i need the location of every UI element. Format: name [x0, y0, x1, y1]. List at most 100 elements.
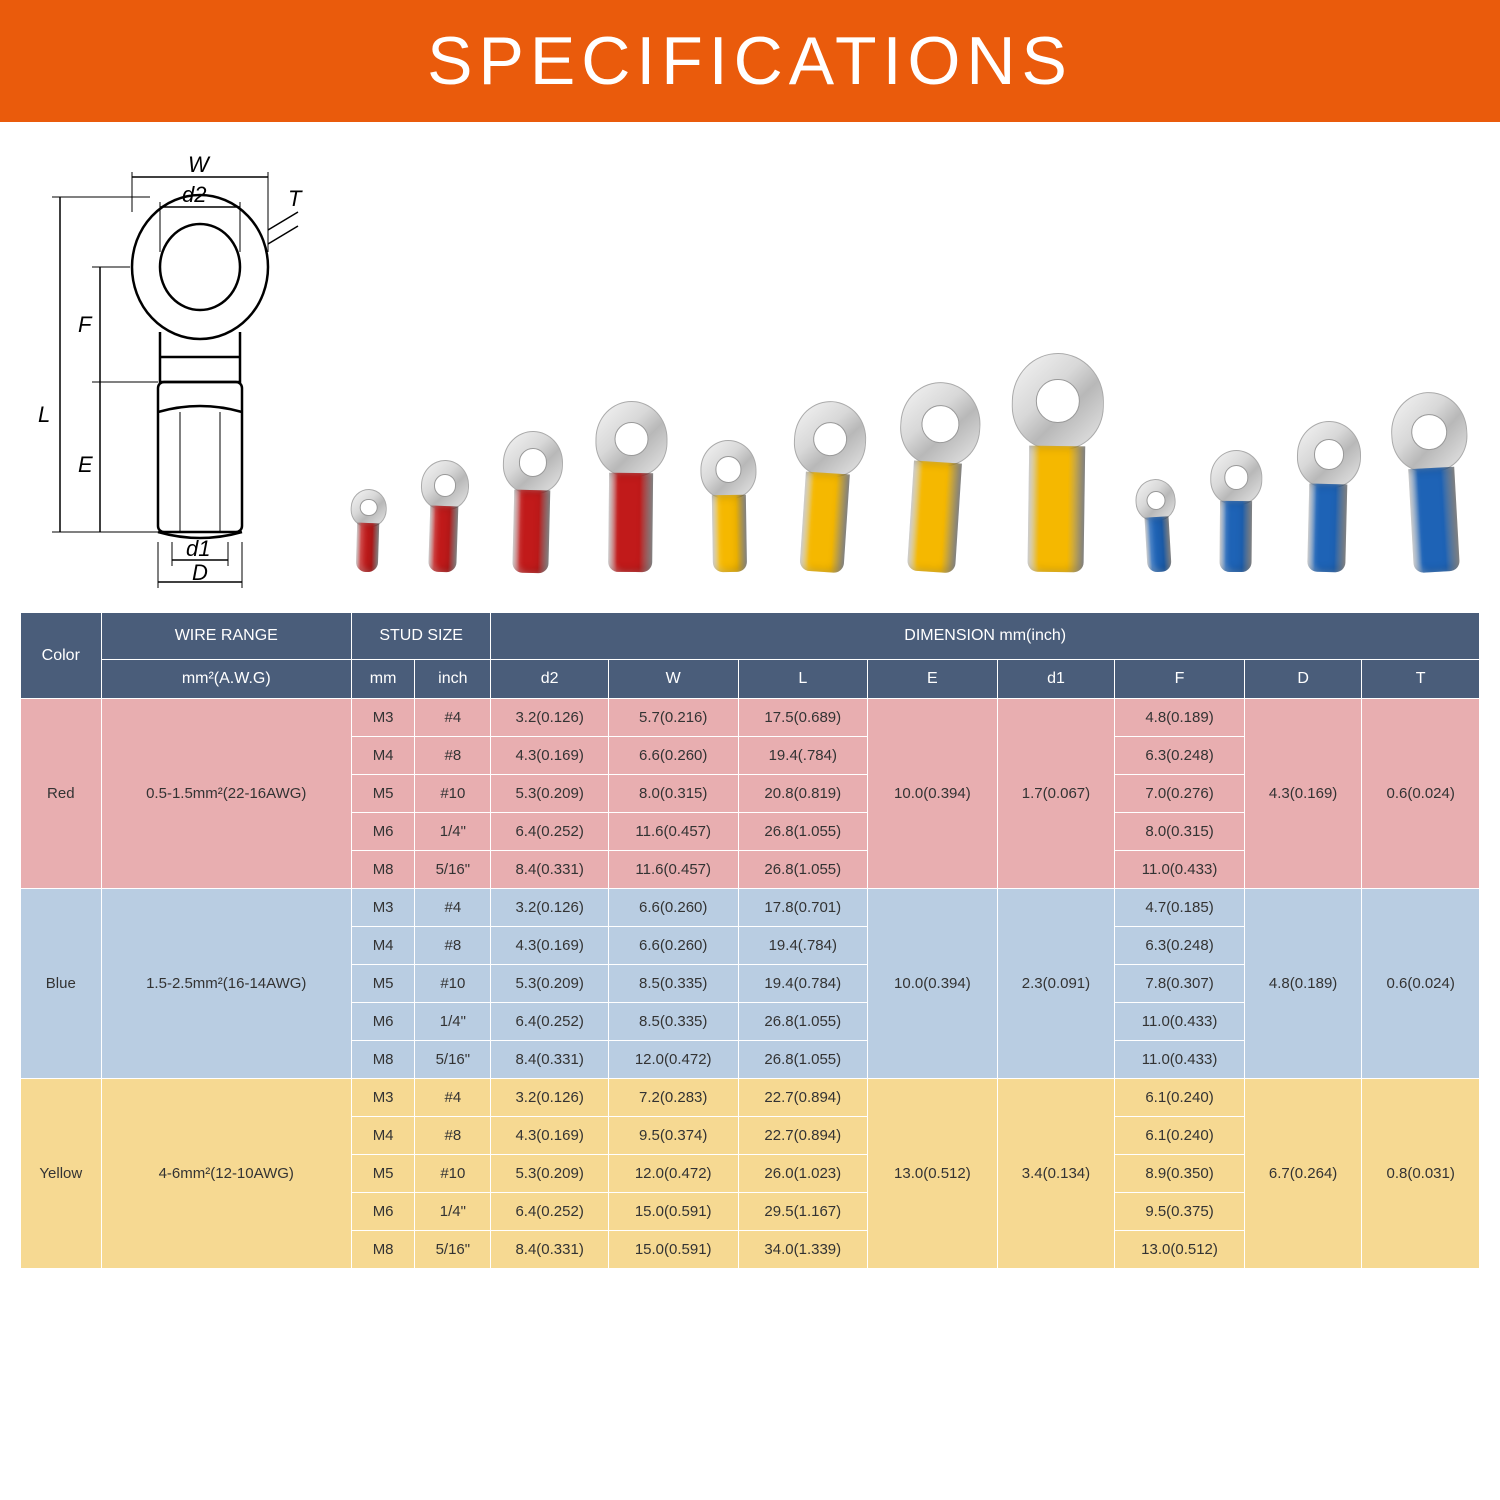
cell-d2: 8.4(0.331): [491, 851, 609, 889]
ring-head: [898, 380, 983, 469]
cell-d2: 4.3(0.169): [491, 927, 609, 965]
svg-text:T: T: [288, 186, 303, 211]
insulation-sleeve: [356, 522, 379, 572]
cell-L: 26.8(1.055): [738, 813, 868, 851]
cell-L: 26.8(1.055): [738, 851, 868, 889]
ring-head: [350, 488, 387, 527]
cell-L: 19.4(.784): [738, 927, 868, 965]
cell-mm: M6: [351, 1003, 414, 1041]
terminal-blue: [1134, 478, 1179, 573]
cell-inch: 1/4": [415, 813, 491, 851]
ring-hole: [715, 456, 742, 483]
specifications-page: SPECIFICATIONS: [0, 0, 1500, 1309]
cell-d2: 8.4(0.331): [491, 1041, 609, 1079]
cell-F: 8.9(0.350): [1115, 1155, 1245, 1193]
dimension-diagram: W d2 T F: [30, 152, 320, 592]
cell-inch: 1/4": [415, 1003, 491, 1041]
insulation-sleeve: [1408, 466, 1459, 573]
cell-F: 11.0(0.433): [1115, 851, 1245, 889]
cell-d2: 4.3(0.169): [491, 1117, 609, 1155]
ring-hole: [812, 421, 848, 457]
cell-L: 22.7(0.894): [738, 1079, 868, 1117]
cell-W: 15.0(0.591): [608, 1193, 738, 1231]
cell-inch: 5/16": [415, 1231, 491, 1269]
insulation-sleeve: [712, 495, 747, 573]
terminal-yellow: [1009, 352, 1104, 572]
page-title: SPECIFICATIONS: [0, 0, 1500, 122]
ring-head: [420, 459, 470, 511]
cell-F: 7.0(0.276): [1115, 775, 1245, 813]
svg-text:d1: d1: [186, 536, 210, 561]
terminal-red: [349, 488, 388, 572]
cell-mm: M8: [351, 1041, 414, 1079]
cell-inch: #10: [415, 965, 491, 1003]
terminal-blue: [1294, 420, 1362, 573]
terminal-yellow: [785, 399, 868, 574]
cell-L: 19.4(0.784): [738, 965, 868, 1003]
cell-W: 11.6(0.457): [608, 851, 738, 889]
spec-table: Color WIRE RANGE STUD SIZE DIMENSION mm(…: [20, 612, 1480, 1269]
insulation-sleeve: [428, 506, 459, 573]
cell-inch: #8: [415, 927, 491, 965]
th-color: Color: [21, 613, 102, 699]
ring-head: [596, 401, 669, 477]
insulation-sleeve: [1028, 445, 1085, 572]
cell-color: Red: [21, 699, 102, 889]
cell-mm: M5: [351, 1155, 414, 1193]
cell-wire: 0.5-1.5mm²(22-16AWG): [101, 699, 351, 889]
cell-E: 13.0(0.512): [868, 1079, 998, 1269]
ring-hole: [1224, 465, 1249, 490]
cell-W: 6.6(0.260): [608, 927, 738, 965]
cell-d1: 1.7(0.067): [997, 699, 1115, 889]
cell-d1: 3.4(0.134): [997, 1079, 1115, 1269]
ring-hole: [518, 447, 547, 476]
th-d2: d2: [491, 660, 609, 699]
ring-head: [1389, 390, 1469, 474]
cell-L: 17.5(0.689): [738, 699, 868, 737]
th-wire: mm²(A.W.G): [101, 660, 351, 699]
table-body: Red0.5-1.5mm²(22-16AWG)M3#43.2(0.126)5.7…: [21, 699, 1480, 1269]
insulation-sleeve: [1307, 484, 1348, 573]
ring-hole: [1314, 439, 1345, 470]
cell-L: 34.0(1.339): [738, 1231, 868, 1269]
cell-d2: 3.2(0.126): [491, 1079, 609, 1117]
cell-W: 7.2(0.283): [608, 1079, 738, 1117]
cell-d2: 8.4(0.331): [491, 1231, 609, 1269]
cell-W: 11.6(0.457): [608, 813, 738, 851]
cell-color: Yellow: [21, 1079, 102, 1269]
th-stud-mm: mm: [351, 660, 414, 699]
ring-head: [700, 440, 757, 500]
cell-d1: 2.3(0.091): [997, 889, 1115, 1079]
cell-mm: M5: [351, 775, 414, 813]
cell-W: 9.5(0.374): [608, 1117, 738, 1155]
th-dimension: DIMENSION mm(inch): [491, 613, 1480, 660]
cell-inch: 1/4": [415, 1193, 491, 1231]
th-d1: d1: [997, 660, 1115, 699]
cell-F: 8.0(0.315): [1115, 813, 1245, 851]
th-F: F: [1115, 660, 1245, 699]
cell-W: 12.0(0.472): [608, 1041, 738, 1079]
terminal-gallery: [350, 353, 1470, 592]
cell-L: 17.8(0.701): [738, 889, 868, 927]
th-T: T: [1362, 660, 1480, 699]
insulation-sleeve: [907, 460, 962, 573]
terminal-red: [418, 459, 470, 573]
cell-inch: #4: [415, 1079, 491, 1117]
cell-F: 7.8(0.307): [1115, 965, 1245, 1003]
illustration-row: W d2 T F: [0, 122, 1500, 612]
cell-mm: M8: [351, 851, 414, 889]
cell-D: 6.7(0.264): [1244, 1079, 1362, 1269]
cell-inch: #4: [415, 889, 491, 927]
cell-F: 11.0(0.433): [1115, 1041, 1245, 1079]
cell-T: 0.6(0.024): [1362, 699, 1480, 889]
cell-W: 8.5(0.335): [608, 1003, 738, 1041]
cell-d2: 5.3(0.209): [491, 1155, 609, 1193]
cell-W: 6.6(0.260): [608, 737, 738, 775]
insulation-sleeve: [609, 473, 653, 572]
ring-hole: [360, 499, 378, 517]
cell-W: 8.5(0.335): [608, 965, 738, 1003]
cell-mm: M6: [351, 1193, 414, 1231]
cell-d2: 6.4(0.252): [491, 1193, 609, 1231]
ring-hole: [433, 473, 457, 497]
cell-F: 6.1(0.240): [1115, 1079, 1245, 1117]
